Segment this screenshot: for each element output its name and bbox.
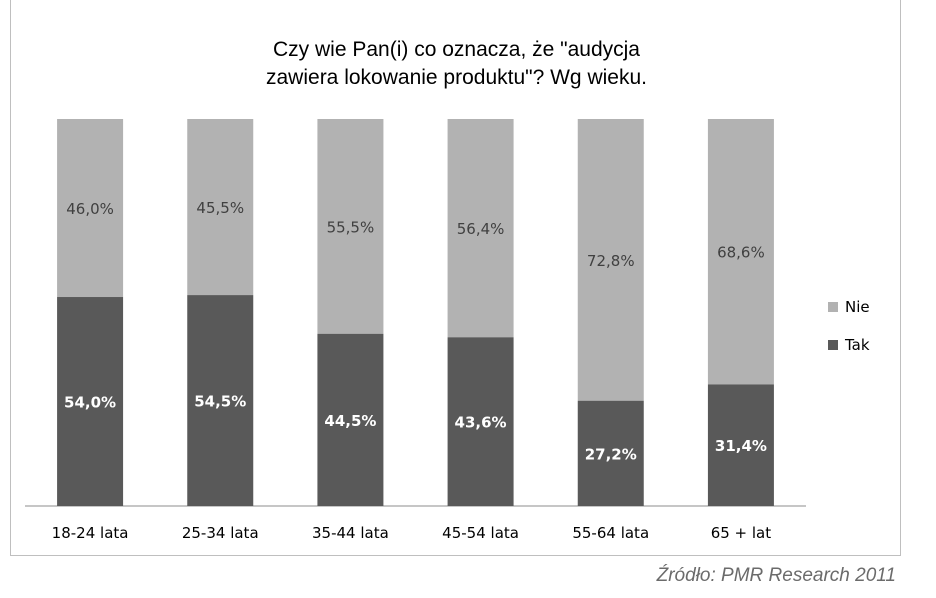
data-label-tak-4: 27,2% bbox=[585, 445, 637, 463]
x-tick-label-5: 65 + lat bbox=[711, 524, 772, 542]
bar-tak-0 bbox=[57, 297, 124, 506]
x-tick-label-1: 25-34 lata bbox=[182, 524, 259, 542]
x-tick-label-4: 55-64 lata bbox=[572, 524, 649, 542]
bar-tak-2 bbox=[317, 333, 384, 506]
x-tick-label-3: 45-54 lata bbox=[442, 524, 519, 542]
bar-nie-0 bbox=[57, 119, 124, 298]
legend-label-tak: Tak bbox=[844, 336, 870, 354]
bar-nie-2 bbox=[317, 119, 384, 334]
legend-swatch-tak bbox=[828, 340, 838, 350]
legend-swatch-nie bbox=[828, 302, 838, 312]
data-label-nie-2: 55,5% bbox=[327, 218, 375, 236]
data-label-nie-0: 46,0% bbox=[66, 200, 114, 218]
data-label-nie-1: 45,5% bbox=[196, 199, 244, 217]
bar-nie-4 bbox=[577, 119, 644, 401]
chart-plot: 46,0% 54,0% 18-24 lata 45,5% 54,5% 25-34 lata… bbox=[25, 119, 870, 542]
data-label-nie-5: 68,6% bbox=[717, 244, 765, 262]
data-label-nie-4: 72,8% bbox=[587, 252, 635, 270]
data-label-tak-3: 43,6% bbox=[455, 414, 507, 432]
bar-nie-1 bbox=[187, 119, 254, 296]
x-tick-label-0: 18-24 lata bbox=[52, 524, 129, 542]
bar-nie-5 bbox=[707, 119, 774, 385]
bar-tak-4 bbox=[577, 400, 644, 506]
bar-tak-3 bbox=[447, 337, 514, 506]
chart-title-line-2: zawiera lokowanie produktu"? Wg wieku. bbox=[266, 66, 647, 89]
chart-frame: Czy wie Pan(i) co oznacza, że "audycja z… bbox=[10, 0, 901, 556]
bar-nie-3 bbox=[447, 119, 514, 338]
x-tick-label-2: 35-44 lata bbox=[312, 524, 389, 542]
data-label-tak-1: 54,5% bbox=[194, 393, 246, 411]
chart-title-line-1: Czy wie Pan(i) co oznacza, że "audycja bbox=[273, 38, 640, 61]
data-label-tak-0: 54,0% bbox=[64, 394, 116, 412]
bar-tak-1 bbox=[187, 295, 254, 506]
source-note: Źródło: PMR Research 2011 bbox=[656, 565, 896, 586]
bar-tak-5 bbox=[707, 384, 774, 506]
legend-label-nie: Nie bbox=[845, 298, 870, 316]
data-label-tak-2: 44,5% bbox=[324, 412, 376, 430]
data-label-tak-5: 31,4% bbox=[715, 437, 767, 455]
data-label-nie-3: 56,4% bbox=[457, 220, 505, 238]
